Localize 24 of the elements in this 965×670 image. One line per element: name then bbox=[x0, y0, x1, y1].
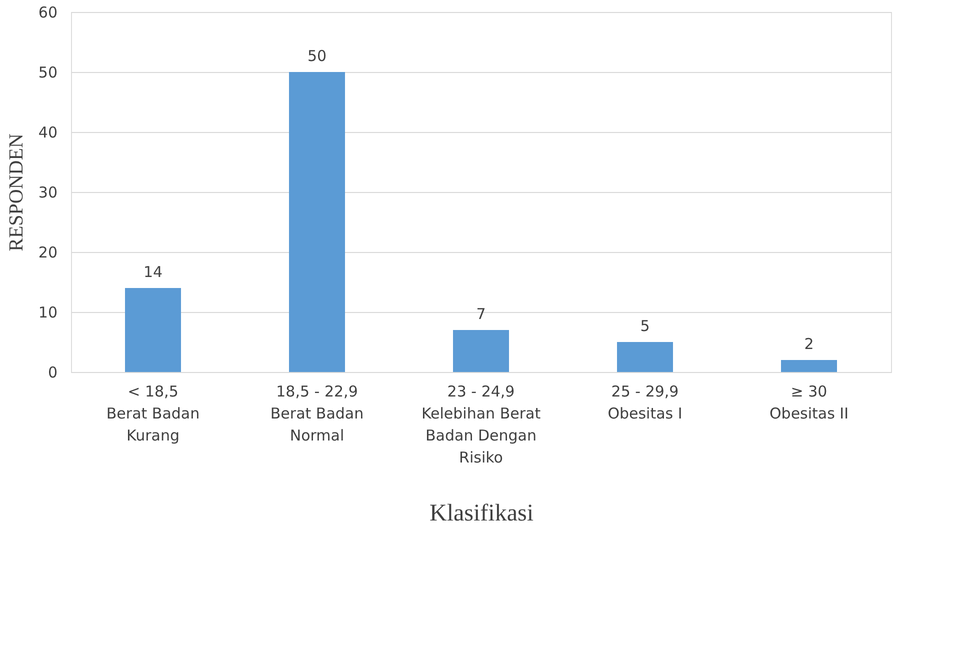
y-axis-title: RESPONDEN bbox=[5, 134, 28, 252]
bar bbox=[125, 288, 181, 372]
data-label: 50 bbox=[307, 47, 327, 65]
y-tick-label: 40 bbox=[38, 124, 58, 142]
y-tick-label: 20 bbox=[38, 244, 58, 262]
x-tick-label: 18,5 - 22,9 Berat Badan Normal bbox=[270, 382, 364, 444]
data-label: 14 bbox=[143, 263, 163, 281]
bar bbox=[289, 72, 345, 372]
y-tick-label: 30 bbox=[38, 184, 58, 202]
y-tick-label: 60 bbox=[38, 4, 58, 22]
y-tick-label: 50 bbox=[38, 64, 58, 82]
data-label: 5 bbox=[640, 317, 650, 335]
y-tick-label: 10 bbox=[38, 304, 58, 322]
bar bbox=[453, 330, 509, 372]
x-tick-label: 25 - 29,9 Obesitas I bbox=[608, 382, 682, 422]
bar bbox=[617, 342, 673, 372]
x-axis-title: Klasifikasi bbox=[430, 500, 534, 526]
x-tick-label: ≥ 30 Obesitas II bbox=[769, 382, 849, 422]
data-label: 2 bbox=[804, 335, 814, 353]
x-tick-label: < 18,5 Berat Badan Kurang bbox=[106, 382, 200, 444]
y-tick-label: 0 bbox=[48, 364, 58, 382]
x-tick-label: 23 - 24,9 Kelebihan Berat Badan Dengan Risiko bbox=[421, 382, 541, 466]
data-label: 7 bbox=[476, 305, 486, 323]
bar bbox=[781, 360, 837, 372]
